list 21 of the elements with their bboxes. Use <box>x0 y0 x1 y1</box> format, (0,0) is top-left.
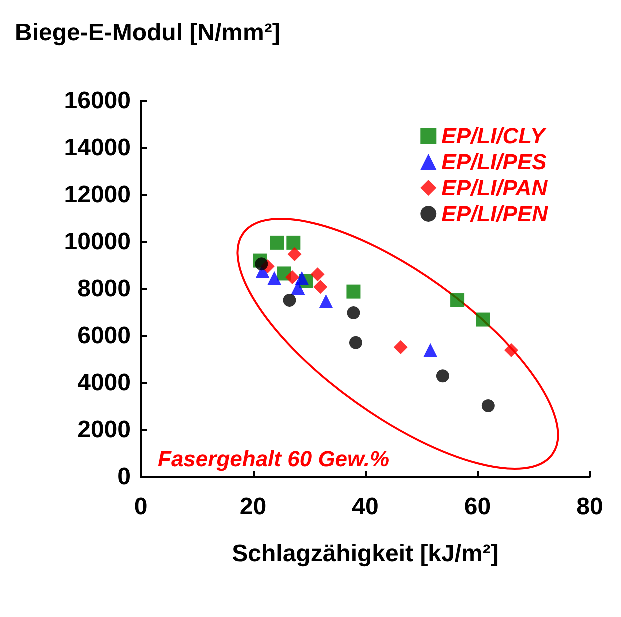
y-tick-label: 8000 <box>78 276 131 302</box>
x-tick-label: 60 <box>464 494 492 520</box>
y-tick-label: 0 <box>118 464 131 490</box>
legend-label: EP/LI/CLY <box>442 124 548 148</box>
y-axis-title: Biege-E-Modul [N/mm²] <box>15 20 280 46</box>
y-tick-label: 6000 <box>78 322 131 350</box>
y-tick-label: 12000 <box>64 182 131 208</box>
legend-label: EP/LI/PES <box>442 150 548 174</box>
x-tick-label: 20 <box>240 494 267 520</box>
x-tick-label: 0 <box>134 494 148 520</box>
x-axis-title: Schlagzähigkeit [kJ/m²] <box>232 540 499 568</box>
legend-label: EP/LI/PEN <box>442 202 550 226</box>
y-tick-label: 14000 <box>64 134 131 162</box>
x-tick-label: 40 <box>352 494 379 520</box>
y-tick-label: 10000 <box>64 228 131 256</box>
y-tick-label: 2000 <box>78 416 131 444</box>
annotation: Fasergehalt 60 Gew.% <box>158 446 390 472</box>
legend-label: EP/LI/PAN <box>442 176 549 200</box>
y-tick-label: 16000 <box>64 88 131 114</box>
x-tick-label: 80 <box>576 494 604 520</box>
y-tick-label: 4000 <box>78 370 131 396</box>
